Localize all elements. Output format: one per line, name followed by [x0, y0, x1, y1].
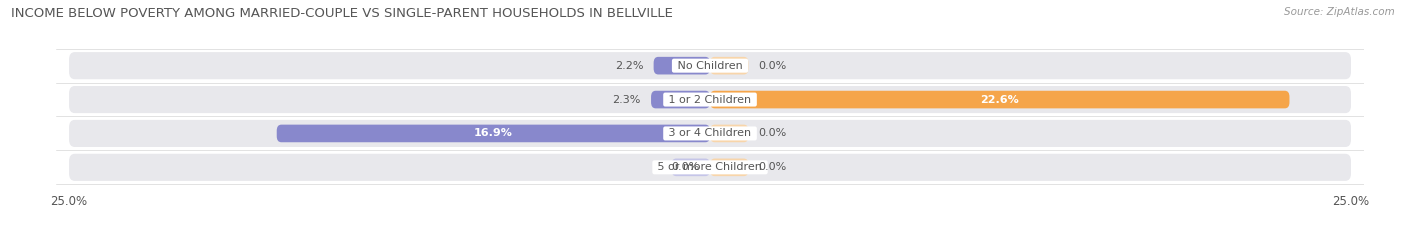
FancyBboxPatch shape	[710, 91, 1289, 108]
Text: 3 or 4 Children: 3 or 4 Children	[665, 128, 755, 138]
FancyBboxPatch shape	[710, 125, 748, 142]
FancyBboxPatch shape	[651, 91, 710, 108]
Text: 2.2%: 2.2%	[614, 61, 644, 71]
Text: No Children: No Children	[673, 61, 747, 71]
FancyBboxPatch shape	[69, 52, 1351, 79]
Text: 1 or 2 Children: 1 or 2 Children	[665, 95, 755, 105]
FancyBboxPatch shape	[69, 154, 1351, 181]
FancyBboxPatch shape	[710, 158, 748, 176]
FancyBboxPatch shape	[69, 120, 1351, 147]
Text: 2.3%: 2.3%	[613, 95, 641, 105]
Text: 0.0%: 0.0%	[759, 128, 787, 138]
Text: 0.0%: 0.0%	[759, 61, 787, 71]
FancyBboxPatch shape	[710, 57, 748, 75]
Text: 16.9%: 16.9%	[474, 128, 513, 138]
Text: 5 or more Children: 5 or more Children	[654, 162, 766, 172]
Text: Source: ZipAtlas.com: Source: ZipAtlas.com	[1284, 7, 1395, 17]
FancyBboxPatch shape	[277, 125, 710, 142]
FancyBboxPatch shape	[69, 86, 1351, 113]
Text: 0.0%: 0.0%	[759, 162, 787, 172]
Text: 0.0%: 0.0%	[672, 162, 700, 172]
FancyBboxPatch shape	[672, 158, 710, 176]
Text: 22.6%: 22.6%	[980, 95, 1019, 105]
Text: INCOME BELOW POVERTY AMONG MARRIED-COUPLE VS SINGLE-PARENT HOUSEHOLDS IN BELLVIL: INCOME BELOW POVERTY AMONG MARRIED-COUPL…	[11, 7, 673, 20]
FancyBboxPatch shape	[654, 57, 710, 75]
